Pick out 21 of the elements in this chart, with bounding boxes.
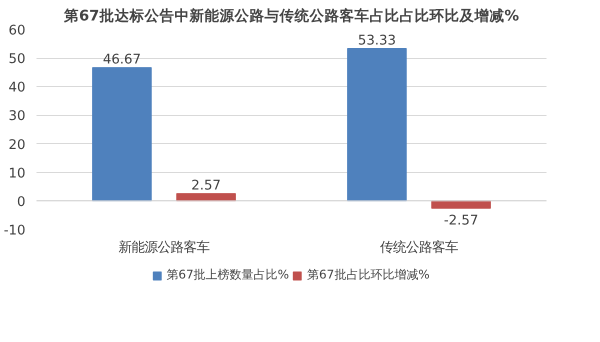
bar: [431, 200, 491, 209]
bar: [176, 193, 236, 202]
data-label: 53.33: [358, 34, 396, 49]
y-tick-label: -10: [4, 224, 26, 238]
data-label: 2.57: [191, 178, 221, 194]
y-tick-label: 0: [17, 194, 26, 210]
y-tick-label: 40: [8, 80, 26, 96]
y-tick-label: 60: [8, 24, 26, 38]
chart-title: 第67批达标公告中新能源公路与传统公路客车占比占比环比及增减%: [62, 6, 520, 24]
data-label: 46.67: [102, 52, 142, 68]
legend-label: 第67批占比环比增减%: [307, 266, 430, 284]
bar: [92, 67, 152, 202]
data-label: -2.57: [444, 213, 478, 228]
x-tick-label: 传统公路客车: [380, 240, 458, 256]
y-tick-label: 10: [8, 166, 26, 182]
legend-label: 第67批上榜数量占比%: [166, 266, 289, 284]
y-tick-label: 50: [8, 52, 26, 68]
y-tick-label: 30: [8, 109, 26, 124]
bar: [347, 48, 407, 202]
x-tick-label: 新能源公路客车: [118, 240, 210, 256]
y-tick-label: 20: [8, 138, 26, 153]
